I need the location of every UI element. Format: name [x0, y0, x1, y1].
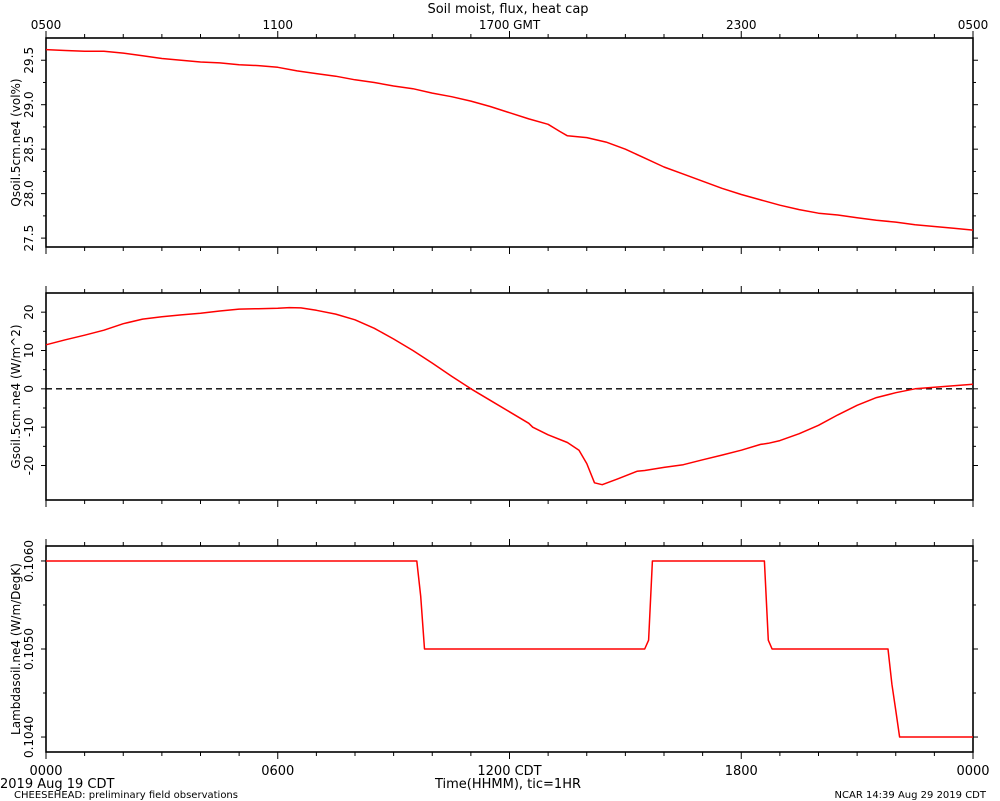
top-tick-label: 0500 [31, 18, 62, 32]
x-tick-label: 1200 CDT [477, 764, 541, 779]
y-axis-label: Gsoil.5cm.ne4 (W/m^2) [9, 324, 23, 468]
y-tick-label: 29.5 [22, 47, 36, 74]
plot-frame [45, 292, 974, 501]
y-tick-label: 0 [22, 385, 36, 393]
y-tick-label: 20 [22, 305, 36, 320]
project-label: CHEESEHEAD: preliminary field observatio… [14, 790, 238, 801]
plot-frame [45, 37, 974, 248]
panel-soil-moisture: 27.5 28.0 28.5 29.0 29.5 Qsoil.5cm.ne4 (vol%) [9, 31, 978, 254]
top-tick-label: 2300 [726, 18, 757, 32]
x-axis-label: Time(HHMM), tic=1HR [434, 777, 581, 792]
panel-soil-heat-flux: -20 -10 0 10 20 Gsoil.5cm.ne4 (W/m^2) [9, 286, 978, 507]
y-tick-label: 0.1040 [22, 716, 36, 758]
y-tick-label: 0.1050 [22, 628, 36, 670]
y-tick-label: 0.1060 [22, 540, 36, 582]
credit-label: NCAR 14:39 Aug 29 2019 CDT [834, 790, 986, 801]
y-tick-label: 29.0 [22, 91, 36, 118]
x-tick-label: 0000 [956, 764, 989, 779]
y-axis-label: Qsoil.5cm.ne4 (vol%) [9, 78, 23, 206]
top-tick-label: 1100 [262, 18, 293, 32]
top-tick-label: 1700 GMT [479, 18, 541, 32]
series-line [45, 48, 974, 231]
x-tick-label: 1800 [725, 764, 758, 779]
y-axis-label: Lambdasoil.ne4 (W/m/DegK) [9, 563, 23, 735]
y-tick-label: 28.0 [22, 180, 36, 207]
bottom-time-axis: 0000 0600 1200 CDT 1800 0000 [29, 764, 989, 779]
top-tick-label: 0500 [958, 18, 989, 32]
y-tick-label: 27.5 [22, 225, 36, 252]
series-line [45, 306, 974, 486]
x-tick-label: 0600 [261, 764, 294, 779]
y-tick-label: 10 [22, 343, 36, 358]
y-tick-label: 28.5 [22, 136, 36, 163]
top-time-axis: 0500 1100 1700 GMT 2300 0500 [31, 18, 989, 32]
chart-title: Soil moist, flux, heat cap [427, 2, 588, 17]
date-label: 2019 Aug 19 CDT [0, 777, 115, 792]
y-tick-label: -20 [22, 456, 36, 476]
y-tick-label: -10 [22, 417, 36, 437]
series-line [46, 560, 973, 738]
x-tick-label: 0000 [29, 764, 62, 779]
